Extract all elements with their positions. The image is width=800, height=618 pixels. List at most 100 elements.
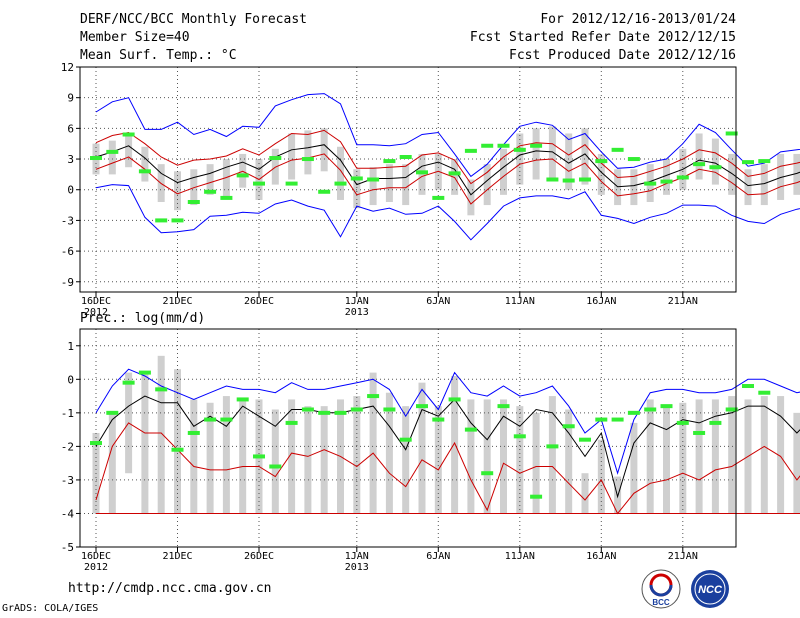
obs-mark	[464, 427, 477, 432]
y-tick-label: 12	[61, 61, 74, 74]
spread-bar	[108, 140, 116, 175]
obs-mark	[204, 189, 217, 194]
obs-mark	[187, 200, 200, 204]
spread-bar	[663, 159, 670, 195]
y-tick-label: 0	[67, 373, 74, 386]
obs-mark	[693, 162, 706, 167]
source-url[interactable]: http://cmdp.ncc.cma.gov.cn	[68, 581, 272, 596]
spread-bar	[793, 412, 800, 514]
series-mean	[95, 144, 800, 196]
obs-mark	[742, 160, 754, 165]
obs-mark	[367, 177, 380, 182]
spread-bar	[418, 153, 426, 195]
obs-mark	[627, 410, 640, 415]
variable-label: Mean Surf. Temp.: °C	[80, 48, 237, 63]
obs-mark	[106, 410, 119, 415]
x-tick-label: 16JAN	[586, 551, 616, 562]
spread-bar	[695, 399, 703, 514]
spread-bar	[288, 133, 296, 180]
spread-bar	[402, 164, 410, 206]
obs-mark	[416, 404, 428, 409]
spread-bar	[500, 148, 507, 195]
y-tick-label: -4	[61, 507, 75, 520]
x-tick-year: 2013	[345, 307, 369, 318]
spread-bar	[125, 133, 133, 168]
obs-mark	[693, 430, 706, 435]
spread-bar	[532, 412, 540, 514]
x-tick-label: 16JAN	[586, 296, 616, 307]
spread-bar	[385, 392, 393, 514]
spread-bar	[337, 146, 344, 200]
obs-mark	[122, 132, 135, 137]
obs-mark	[187, 430, 200, 435]
x-tick-label: 21JAN	[668, 551, 698, 562]
obs-mark	[138, 370, 151, 375]
member-size: Member Size=40	[80, 30, 190, 45]
y-tick-label: -1	[61, 407, 74, 420]
x-tick-label: 1JAN	[345, 296, 369, 307]
obs-mark	[481, 471, 494, 476]
obs-mark	[530, 494, 543, 499]
obs-mark	[497, 404, 510, 409]
obs-mark	[122, 380, 135, 385]
y-tick-label: -3	[61, 214, 74, 227]
y-tick-label: -3	[61, 474, 74, 487]
x-tick-year: 2012	[84, 562, 108, 573]
obs-mark	[611, 417, 624, 422]
obs-mark	[301, 157, 314, 162]
spread-bar	[369, 167, 377, 206]
x-tick-year: 2012	[84, 307, 108, 318]
spread-bar	[695, 133, 703, 180]
obs-mark	[660, 404, 673, 409]
obs-mark	[676, 420, 689, 425]
started-date: Fcst Started Refer Date 2012/12/15	[469, 30, 736, 45]
spread-bar	[597, 153, 605, 195]
panel-title: Prec.: log(mm/d)	[80, 311, 205, 326]
obs-mark	[709, 165, 722, 170]
obs-mark	[236, 397, 249, 402]
obs-mark	[448, 397, 461, 402]
obs-mark	[253, 454, 265, 459]
obs-mark	[269, 156, 282, 161]
obs-mark	[546, 444, 559, 449]
obs-mark	[579, 177, 591, 182]
spread-bar	[190, 399, 198, 514]
spread-bar	[646, 399, 654, 514]
obs-mark	[758, 159, 771, 164]
x-tick-label: 26DEC	[244, 296, 274, 307]
obs-mark	[432, 417, 445, 422]
y-tick-label: 9	[67, 92, 74, 105]
series-lower	[95, 422, 800, 515]
obs-mark	[513, 147, 526, 152]
obs-mark	[758, 390, 771, 395]
spread-bar	[304, 130, 312, 175]
spread-bar	[777, 153, 785, 200]
y-tick-label: -6	[61, 245, 74, 258]
obs-mark	[253, 181, 265, 186]
spread-bar	[353, 396, 361, 514]
spread-bar	[728, 396, 736, 514]
obs-mark	[171, 218, 184, 223]
spread-bar	[434, 406, 442, 514]
spread-bar	[630, 169, 638, 206]
spread-bar	[288, 399, 296, 514]
spread-bar	[793, 153, 800, 195]
obs-mark	[513, 434, 526, 439]
spread-bar	[581, 128, 589, 185]
x-tick-label: 11JAN	[505, 551, 535, 562]
obs-mark	[220, 195, 233, 200]
spread-bar	[418, 382, 426, 514]
spread-bar	[679, 402, 687, 514]
obs-mark	[416, 170, 428, 175]
obs-mark	[171, 447, 184, 452]
spread-bar	[663, 406, 670, 514]
series-upper	[95, 129, 800, 185]
y-tick-label: -5	[61, 541, 74, 554]
obs-mark	[709, 420, 722, 425]
spread-bar	[402, 406, 410, 514]
spread-bar	[565, 133, 573, 190]
spread-bar	[190, 169, 198, 206]
obs-mark	[350, 176, 363, 181]
